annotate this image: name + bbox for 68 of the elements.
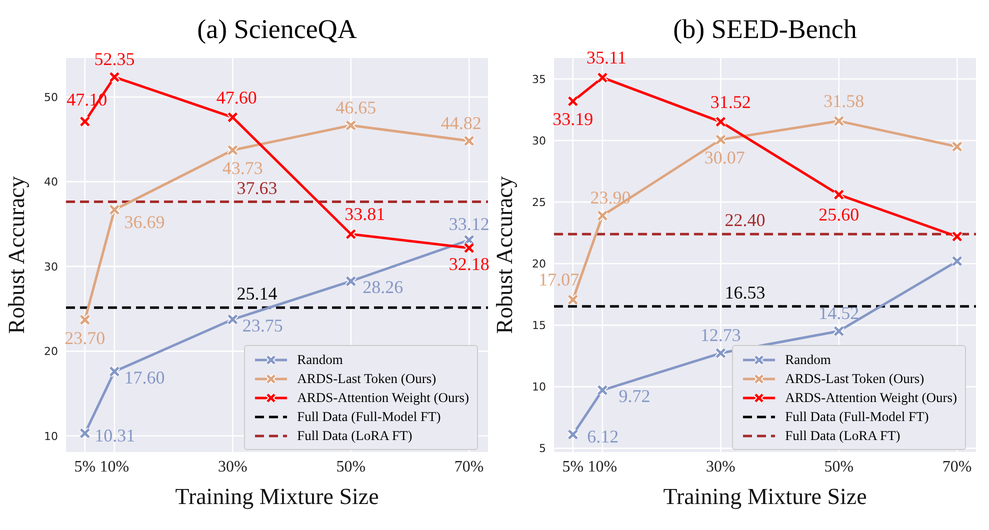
data-label: 23.70 bbox=[64, 328, 106, 348]
data-label: 9.72 bbox=[618, 386, 650, 406]
annotation: 22.40 bbox=[724, 210, 766, 230]
y-axis-title: Robust Accuracy bbox=[4, 176, 30, 334]
data-label: 23.90 bbox=[590, 188, 631, 208]
x-tick-label: 30% bbox=[218, 458, 248, 476]
data-label: 43.73 bbox=[222, 158, 263, 178]
y-tick-label: 15 bbox=[532, 319, 546, 332]
data-label: 44.82 bbox=[440, 112, 482, 133]
data-label: 33.81 bbox=[344, 204, 386, 224]
annotation: 25.14 bbox=[236, 284, 278, 304]
legend-label: Random bbox=[784, 351, 832, 369]
data-label: 33.19 bbox=[552, 109, 594, 130]
data-label: 30.07 bbox=[704, 148, 745, 168]
y-tick-label: 20 bbox=[44, 345, 58, 358]
legend-label: Full Data (Full-Model FT) bbox=[296, 408, 442, 426]
x-tick-label: 10% bbox=[100, 458, 130, 476]
x-tick-label: 50% bbox=[824, 458, 854, 476]
x-tick-label: 10% bbox=[588, 458, 618, 476]
data-label: 32.18 bbox=[448, 254, 490, 274]
x-axis-title: Training Mixture Size bbox=[175, 484, 379, 509]
y-tick-label: 20 bbox=[532, 258, 546, 271]
legend-label: ARDS-Attention Weight (Ours) bbox=[296, 389, 469, 407]
data-label: 36.69 bbox=[124, 212, 165, 232]
x-tick-label: 5% bbox=[74, 458, 96, 476]
data-label: 31.58 bbox=[824, 91, 864, 112]
data-label: 10.31 bbox=[94, 425, 136, 446]
x-tick-label: 70% bbox=[454, 458, 484, 476]
data-label: 17.60 bbox=[124, 368, 165, 388]
data-label: 25.60 bbox=[818, 204, 860, 225]
y-tick-label: 10 bbox=[532, 380, 546, 394]
data-label: 46.65 bbox=[336, 97, 376, 118]
legend-label: Full Data (Full-Model FT) bbox=[784, 408, 930, 426]
legend-label: ARDS-Last Token (Ours) bbox=[784, 370, 926, 388]
data-label: 33.12 bbox=[448, 214, 490, 234]
x-axis-title: Training Mixture Size bbox=[663, 484, 867, 509]
annotation: 37.63 bbox=[236, 178, 278, 198]
y-tick-label: 30 bbox=[532, 134, 546, 148]
data-label: 28.26 bbox=[362, 277, 404, 298]
x-tick-label: 70% bbox=[942, 458, 972, 476]
data-label: 35.11 bbox=[586, 48, 626, 68]
data-label: 52.35 bbox=[94, 49, 135, 70]
data-label: 14.52 bbox=[818, 303, 860, 324]
y-tick-label: 10 bbox=[44, 430, 58, 443]
legend-label: Full Data (LoRA FT) bbox=[784, 427, 902, 445]
data-label: 17.07 bbox=[538, 270, 580, 290]
chart-title: (a) ScienceQA bbox=[196, 14, 358, 45]
legend-label: Random bbox=[296, 351, 344, 369]
data-label: 6.12 bbox=[587, 426, 619, 447]
y-tick-label: 5 bbox=[539, 442, 546, 456]
y-tick-label: 50 bbox=[44, 90, 58, 104]
annotation: 16.53 bbox=[724, 282, 766, 302]
x-tick-label: 30% bbox=[706, 458, 736, 476]
data-label: 23.75 bbox=[242, 315, 283, 336]
data-label: 31.52 bbox=[710, 92, 751, 112]
data-label: 47.60 bbox=[216, 87, 257, 108]
x-tick-label: 50% bbox=[336, 458, 366, 476]
x-tick-label: 5% bbox=[562, 458, 584, 476]
y-tick-label: 30 bbox=[44, 260, 58, 274]
chart-title: (b) SEED-Bench bbox=[672, 14, 858, 45]
legend-label: ARDS-Attention Weight (Ours) bbox=[784, 389, 957, 407]
legend-label: ARDS-Last Token (Ours) bbox=[296, 370, 438, 388]
legend-label: Full Data (LoRA FT) bbox=[296, 427, 414, 445]
y-tick-label: 35 bbox=[532, 72, 546, 86]
y-tick-label: 40 bbox=[44, 176, 58, 189]
y-axis-title: Robust Accuracy bbox=[492, 176, 518, 334]
data-label: 12.73 bbox=[700, 325, 741, 346]
y-tick-label: 25 bbox=[532, 196, 546, 209]
